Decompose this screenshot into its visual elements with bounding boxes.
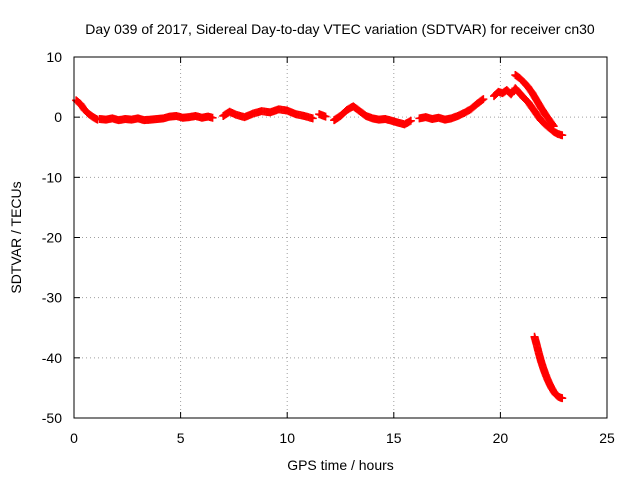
data-point (558, 394, 567, 403)
y-tick-label: -40 (42, 350, 62, 366)
data-segment (511, 71, 558, 131)
y-tick-label: -30 (42, 290, 62, 306)
data-point (548, 120, 557, 129)
y-tick-label: -50 (42, 410, 62, 426)
x-tick-label: 15 (386, 430, 402, 446)
data-point (308, 114, 317, 123)
y-tick-label: 10 (46, 49, 62, 65)
x-axis-label: GPS time / hours (287, 457, 394, 473)
data-point (479, 95, 488, 104)
data-point (558, 131, 567, 140)
x-tick-label: 25 (599, 430, 615, 446)
x-tick-label: 0 (70, 430, 78, 446)
data-layer (72, 71, 567, 403)
data-point (406, 116, 415, 125)
x-tick-label: 20 (493, 430, 509, 446)
data-segment (219, 105, 317, 123)
x-tick-label: 10 (279, 430, 295, 446)
data-segment (330, 102, 415, 129)
y-axis-label: SDTVAR / TECUs (8, 181, 24, 293)
data-segment (315, 110, 330, 121)
chart-title: Day 039 of 2017, Sidereal Day-to-day VTE… (85, 21, 595, 37)
data-segment (72, 96, 102, 124)
grid-layer (74, 57, 607, 418)
label-layer: 0 5 10 15 20 25 10 0 -10 -20 -30 -40 -50 (42, 49, 615, 446)
y-tick-label: -10 (42, 169, 62, 185)
data-segment (415, 95, 488, 124)
data-segment (530, 332, 567, 403)
tick-layer (73, 56, 608, 419)
y-tick-label: -20 (42, 230, 62, 246)
data-point (478, 95, 487, 104)
data-point (208, 113, 217, 122)
x-tick-label: 5 (177, 430, 185, 446)
y-tick-label: 0 (54, 109, 62, 125)
data-point (321, 112, 330, 121)
plot-frame (73, 56, 608, 419)
data-point (549, 122, 558, 131)
data-segment (95, 111, 217, 125)
